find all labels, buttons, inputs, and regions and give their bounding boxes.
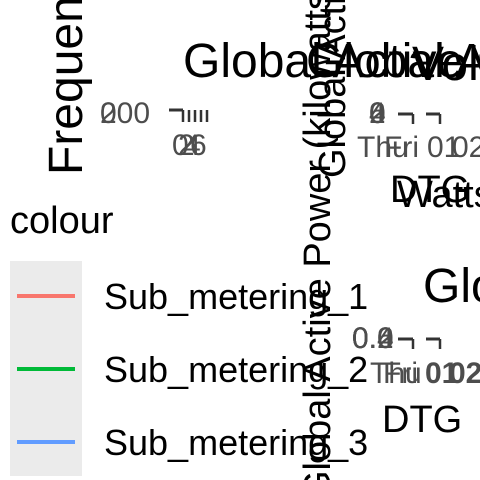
time-series-y-axis-label: Global Active Power (kilowatts) bbox=[312, 0, 354, 178]
histogram-x-tick-label: 4 bbox=[184, 129, 201, 162]
histogram-tick-marks bbox=[169, 108, 209, 122]
histogram-y-tick-label: 200 bbox=[100, 97, 150, 130]
time-series-x-axis-label: DTG bbox=[390, 169, 470, 211]
reactive-x-tick-label: 01 bbox=[425, 357, 458, 390]
time-series-x-ticks: Thu Fri 01 02 bbox=[357, 131, 480, 164]
time-series-y-tick-label: 4 bbox=[369, 97, 386, 130]
reactive-x-tick-label: Fri bbox=[383, 357, 418, 390]
reactive-x-tick-label: Thu bbox=[370, 357, 422, 390]
histogram-x-ticks: 0 2 4 6 bbox=[172, 129, 207, 162]
reactive-x-ticks: Thu Fri 01 02 bbox=[370, 357, 480, 390]
reactive-y-tick-label: 0.4 bbox=[352, 322, 394, 355]
legend-items: Sub_metering_1 Sub_metering_2 Sub_metering… bbox=[17, 276, 368, 463]
time-series-title: Global Active Power bbox=[306, 35, 480, 88]
reactive-y-tick-label: 0.2 bbox=[352, 322, 394, 355]
reactive-x-axis-label: DTG bbox=[382, 399, 462, 441]
histogram-y-axis-label: Frequency bbox=[40, 0, 93, 175]
voltage-x-axis-label: Watts bbox=[397, 174, 480, 216]
time-series-y-ticks: 0 2 4 6 bbox=[369, 97, 386, 130]
legend-title: colour bbox=[10, 200, 114, 242]
reactive-y-tick-label: 0.6 bbox=[352, 322, 394, 355]
time-series-tick-marks bbox=[398, 112, 442, 124]
time-series-x-tick-label: Thu bbox=[357, 131, 409, 164]
legend-entry-label: Sub_metering_1 bbox=[104, 276, 368, 317]
legend-entry-label: Sub_metering_2 bbox=[104, 349, 368, 390]
reactive-x-tick-label: 02 bbox=[449, 357, 480, 390]
legend: colour Sub_metering_1Sub_metering_2Sub_m… bbox=[10, 200, 368, 476]
reactive-y-ticks: 0.0 0.2 0.4 0.6 bbox=[352, 322, 394, 355]
histogram-title: Global Active Power bbox=[183, 35, 480, 88]
histogram-x-tick-label: 6 bbox=[190, 129, 207, 162]
histogram-y-ticks: 0 200 bbox=[100, 97, 150, 130]
reactive-title: Global Reactive Power bbox=[423, 260, 480, 313]
time-series-y-tick-label: 0 bbox=[369, 97, 386, 130]
time-series-x-tick-label: 02 bbox=[452, 131, 480, 164]
time-series-y-tick-label: 6 bbox=[369, 97, 386, 130]
voltage-title: Voltage bbox=[412, 38, 480, 91]
histogram-x-tick-label: 0 bbox=[172, 129, 189, 162]
time-series-x-tick-label: 01 bbox=[427, 131, 460, 164]
time-series-y-tick-label: 2 bbox=[369, 97, 386, 130]
reactive-y-tick-label: 0.0 bbox=[352, 322, 394, 355]
time-series-x-tick-label: Fri bbox=[384, 131, 419, 164]
histogram-y-tick-label: 0 bbox=[100, 97, 117, 130]
histogram-x-tick-label: 2 bbox=[178, 129, 195, 162]
legend-entry-label: Sub_metering_3 bbox=[104, 422, 368, 463]
reactive-tick-marks bbox=[398, 337, 442, 349]
reactive-y-axis-label: Global Active Power (kilowatts) bbox=[297, 0, 339, 480]
